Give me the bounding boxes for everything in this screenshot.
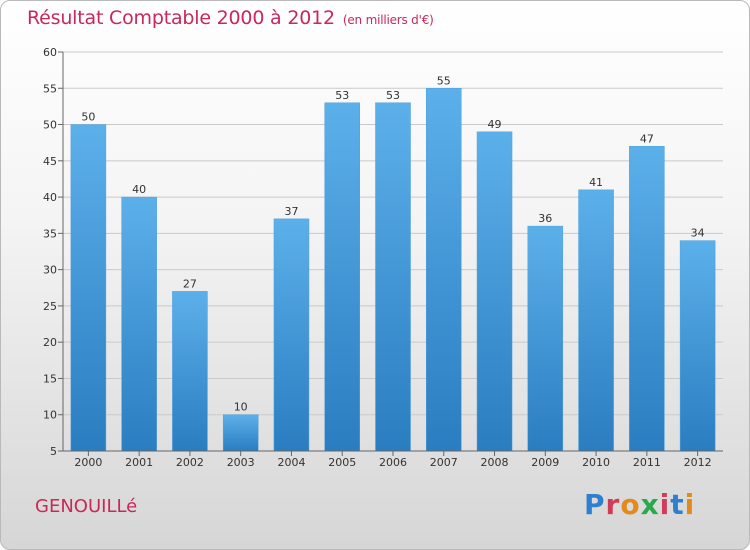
chart-subtitle: (en milliers d'€) xyxy=(342,13,434,27)
bar-2002 xyxy=(172,291,208,452)
x-tick-label-2008: 2008 xyxy=(481,456,509,469)
bar-2008 xyxy=(476,131,513,452)
y-tick-label: 25 xyxy=(43,300,57,313)
y-tick-label: 35 xyxy=(43,227,57,240)
bar-2001 xyxy=(121,196,157,452)
x-tick-label-2009: 2009 xyxy=(531,456,559,469)
bar-2005 xyxy=(324,102,360,452)
y-tick-label: 5 xyxy=(50,445,57,458)
data-label-2004: 37 xyxy=(284,205,298,218)
data-label-2005: 53 xyxy=(335,89,349,102)
bar-2006 xyxy=(375,102,411,452)
x-tick-label-2007: 2007 xyxy=(430,456,458,469)
data-label-2009: 36 xyxy=(538,212,552,225)
brand-letter: i xyxy=(684,488,696,521)
bar-2009 xyxy=(527,225,564,452)
data-label-2001: 40 xyxy=(132,183,146,196)
chart-title: Résultat Comptable 2000 à 2012 xyxy=(27,7,335,29)
y-tick-label: 55 xyxy=(43,82,57,95)
y-tick-label: 40 xyxy=(43,191,57,204)
x-tick-label-2005: 2005 xyxy=(328,456,356,469)
brand-letter: i xyxy=(659,488,671,521)
x-tick-label-2010: 2010 xyxy=(582,456,610,469)
data-label-2003: 10 xyxy=(234,401,248,414)
data-label-2000: 50 xyxy=(81,111,95,124)
bar-2010 xyxy=(578,189,614,452)
bar-2007 xyxy=(426,88,462,452)
axes xyxy=(58,51,723,456)
x-tick-label-2002: 2002 xyxy=(176,456,204,469)
y-tick-label: 30 xyxy=(43,264,57,277)
bar-2004 xyxy=(273,218,310,452)
x-tick-label-2006: 2006 xyxy=(379,456,407,469)
y-tick-label: 45 xyxy=(43,155,57,168)
bar-2011 xyxy=(629,146,665,452)
data-label-2006: 53 xyxy=(386,89,400,102)
bar-2000 xyxy=(70,124,107,452)
commune-name: GENOUILLé xyxy=(35,496,138,517)
data-label-2011: 47 xyxy=(640,132,654,145)
y-tick-label: 15 xyxy=(43,372,57,385)
bar-2012 xyxy=(679,240,716,452)
bars xyxy=(70,88,716,452)
labels: 5 10 15 20 25 30 35 40 45 50 55 60 50 2000 40 2001 27 200… xyxy=(43,46,712,469)
x-tick-label-2012: 2012 xyxy=(684,456,712,469)
y-tick-label: 60 xyxy=(43,46,57,59)
data-label-2012: 34 xyxy=(691,227,705,240)
brand-logo: Proxiti xyxy=(584,488,695,521)
brand-letter: o xyxy=(620,488,641,521)
bar-2003 xyxy=(222,414,259,452)
x-tick-label-2003: 2003 xyxy=(227,456,255,469)
chart-title-row: Résultat Comptable 2000 à 2012 (en millie… xyxy=(27,7,434,29)
brand-letter: r xyxy=(605,488,621,521)
x-tick-label-2000: 2000 xyxy=(74,456,102,469)
data-label-2010: 41 xyxy=(589,176,603,189)
x-tick-label-2004: 2004 xyxy=(277,456,305,469)
data-label-2008: 49 xyxy=(488,118,502,131)
x-tick-label-2011: 2011 xyxy=(633,456,661,469)
x-tick-label-2001: 2001 xyxy=(125,456,153,469)
brand-letter: P xyxy=(584,488,606,521)
brand-letter: x xyxy=(640,488,660,521)
data-label-2007: 55 xyxy=(437,74,451,87)
data-label-2002: 27 xyxy=(183,277,197,290)
y-tick-label: 10 xyxy=(43,409,57,422)
y-tick-label: 50 xyxy=(43,119,57,132)
y-tick-label: 20 xyxy=(43,336,57,349)
brand-letter: t xyxy=(670,488,685,521)
